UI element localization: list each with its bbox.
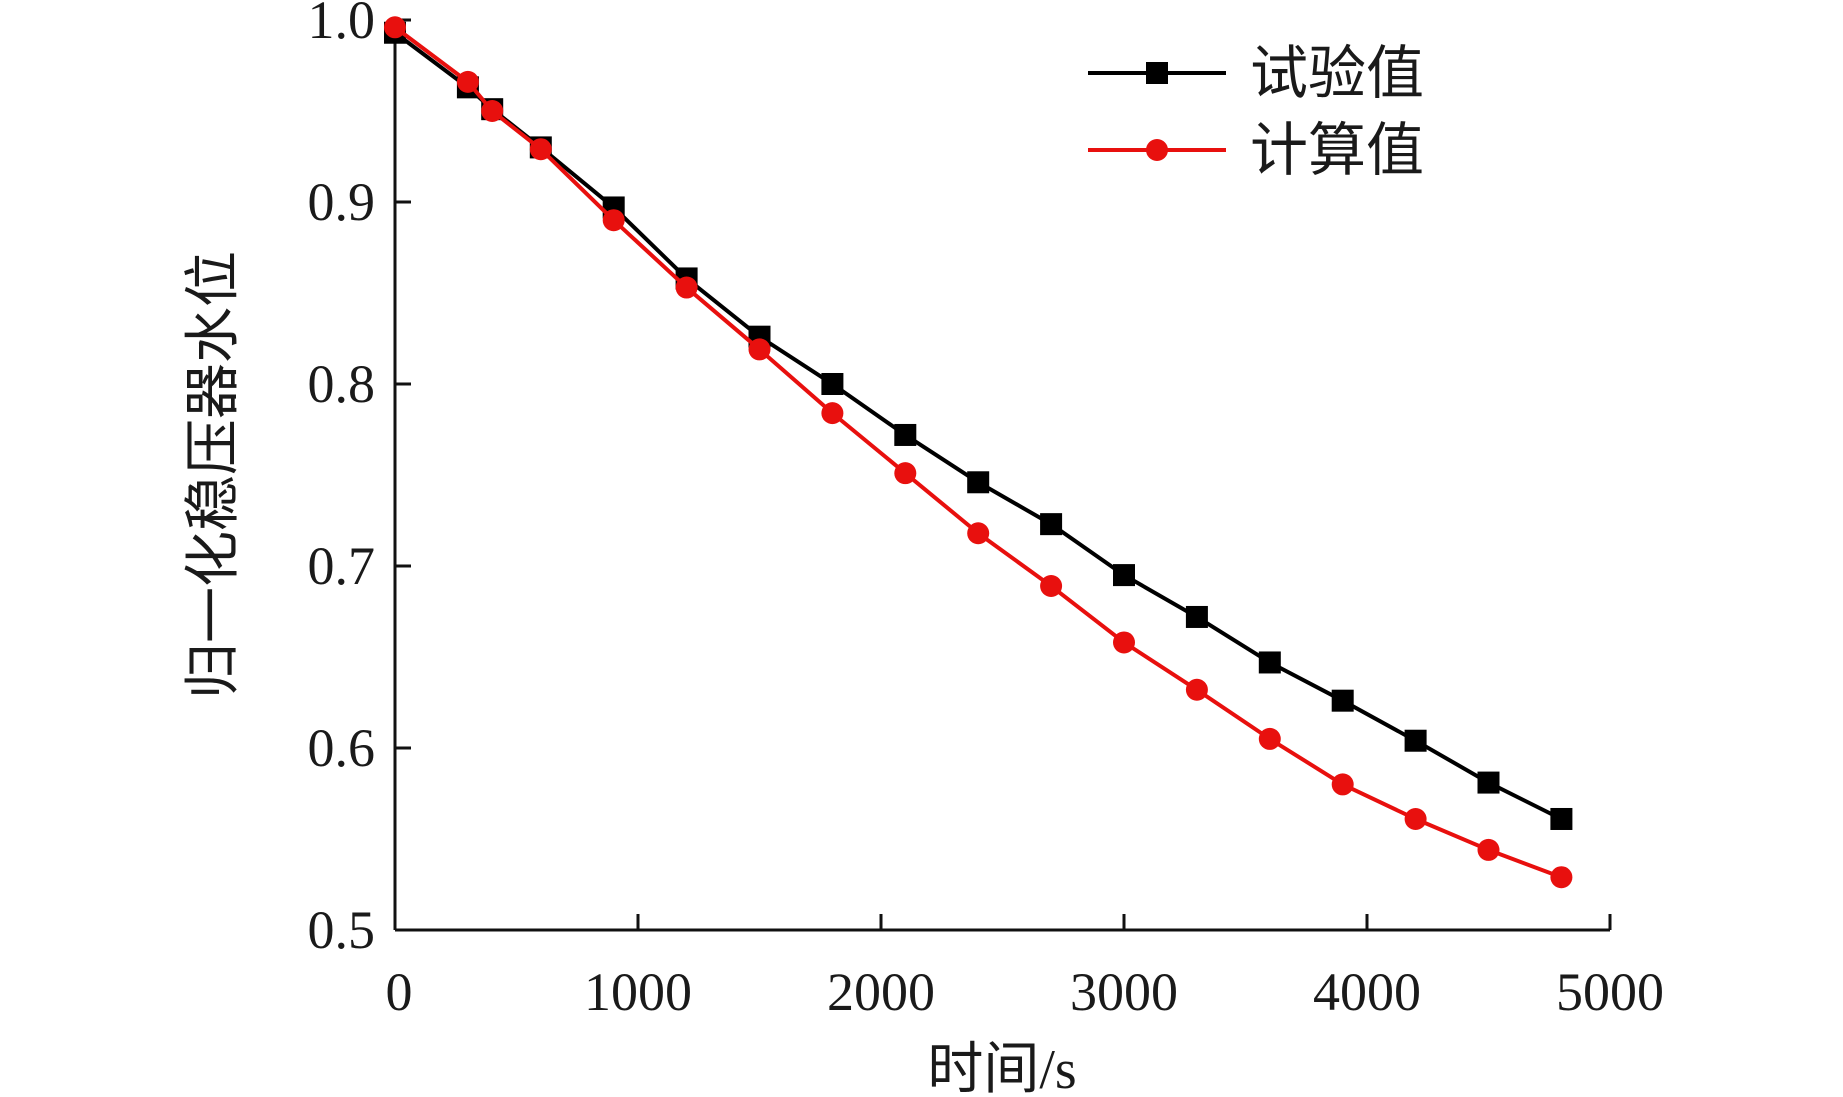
data-point-circle [1404, 807, 1427, 830]
y-tick-label: 0.8 [308, 354, 376, 414]
data-point-circle [1331, 773, 1354, 796]
data-point-square [1331, 689, 1354, 712]
x-tick-label: 3000 [1070, 962, 1178, 1022]
data-point-square [894, 423, 917, 446]
x-tick-label: 1000 [584, 962, 692, 1022]
legend-marker-square [1146, 62, 1168, 84]
data-point-circle [894, 462, 917, 485]
series-calculation [384, 16, 1573, 889]
data-point-circle [529, 138, 552, 161]
data-point-square [821, 373, 844, 395]
data-point-circle [1550, 866, 1573, 889]
data-point-square [1550, 807, 1573, 830]
x-axis-label: 时间/s [927, 1039, 1076, 1097]
y-axis-label: 归一化稳压器水位 [183, 251, 245, 699]
axes: 0 1000 2000 3000 4000 5000 0.5 0.6 0.7 0.8 0.9 1.0 [308, 0, 1665, 1022]
data-point-circle [384, 16, 406, 39]
data-point-square [1185, 605, 1208, 628]
y-tick-label: 0.7 [308, 536, 376, 596]
legend-marker-circle [1146, 139, 1168, 161]
legend-label: 试验值 [1250, 41, 1424, 106]
data-point-square [1477, 771, 1500, 794]
data-point-square [1404, 729, 1427, 752]
data-point-circle [456, 70, 479, 93]
data-point-circle [821, 402, 844, 425]
y-tick-label: 0.5 [308, 900, 376, 960]
y-tick-label: 0.9 [308, 172, 376, 232]
x-tick-label: 5000 [1556, 962, 1664, 1022]
data-point-circle [748, 338, 771, 361]
legend-label: 计算值 [1250, 118, 1424, 183]
data-point-circle [602, 209, 625, 232]
data-point-circle [675, 276, 698, 299]
x-tick-label: 0 [386, 962, 413, 1022]
data-point-square [1258, 651, 1281, 674]
data-point-circle [1477, 838, 1500, 861]
y-tick-label: 0.6 [308, 718, 376, 778]
data-point-square [1040, 513, 1063, 536]
series-layer [384, 16, 1573, 889]
data-point-circle [1185, 678, 1208, 701]
data-point-square [1113, 564, 1135, 587]
data-point-circle [967, 522, 990, 545]
data-point-circle [1113, 631, 1135, 654]
x-tick-label: 2000 [827, 962, 935, 1022]
y-tick-label: 1.0 [308, 0, 376, 50]
data-point-circle [1040, 575, 1063, 598]
data-point-square [967, 471, 990, 494]
data-point-circle [1258, 727, 1281, 750]
data-point-circle [481, 100, 504, 122]
x-tick-label: 4000 [1313, 962, 1421, 1022]
